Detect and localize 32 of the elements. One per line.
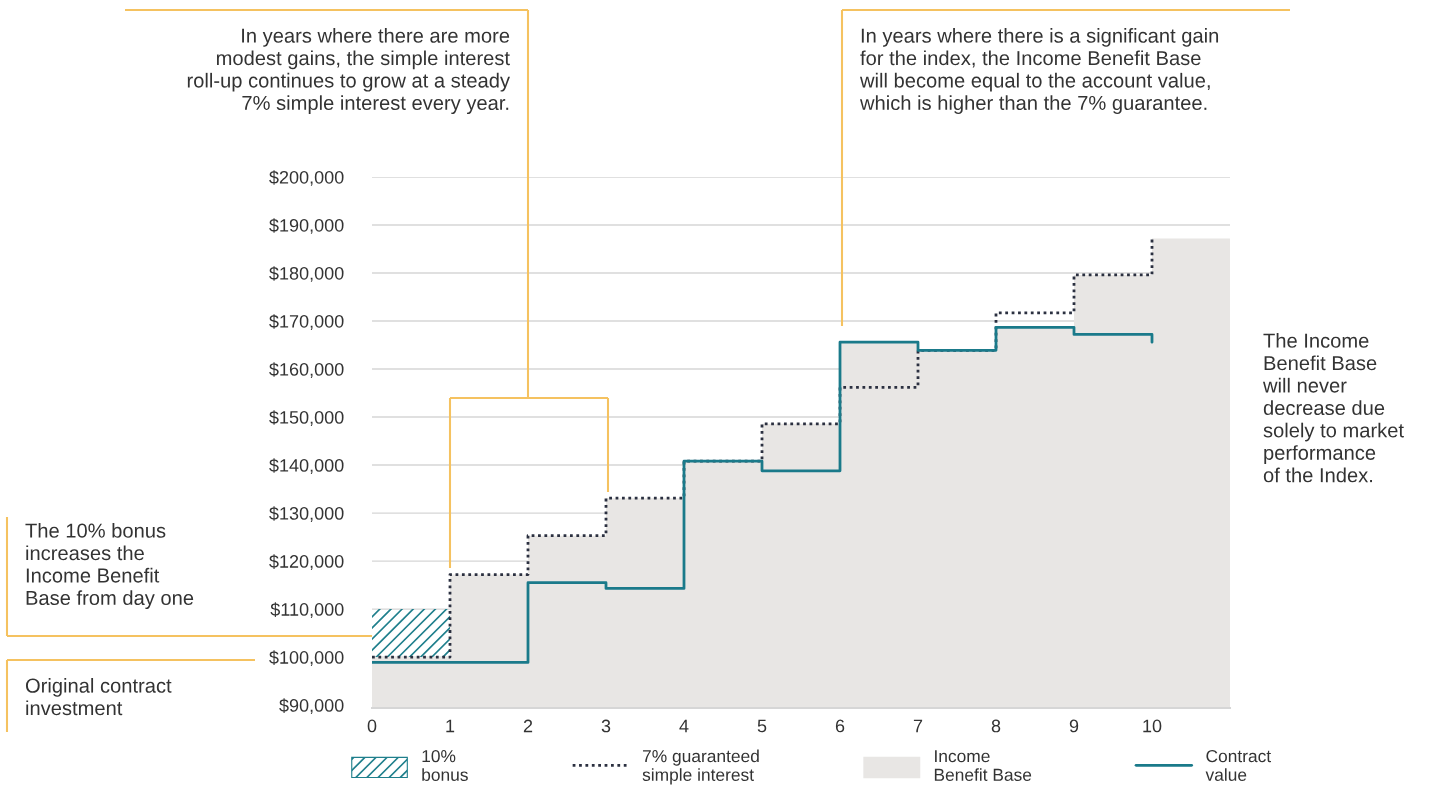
- x-tick-label: 9: [1069, 719, 1079, 733]
- text: The 10% bonus increases the Income Benefit Base from day one: [25, 523, 194, 610]
- x-tick-label: 10: [1143, 719, 1162, 733]
- x-tick-label: 3: [601, 719, 611, 733]
- y-tick-label: $200,000: [269, 170, 344, 186]
- legend-label: 10% bonus: [422, 749, 468, 781]
- x-tick-label: 6: [835, 719, 845, 733]
- x-tick-label: 5: [757, 719, 767, 733]
- y-tick-label: $190,000: [269, 218, 344, 234]
- y-tick-label: $120,000: [269, 554, 344, 570]
- y-tick-label: $90,000: [279, 698, 344, 714]
- x-tick-label: 2: [523, 719, 533, 733]
- y-tick-label: $160,000: [269, 362, 344, 378]
- y-tick-label: $150,000: [269, 410, 344, 426]
- x-tick-label: 0: [367, 719, 377, 733]
- text: In years where there are more modest gains, the simple interest roll-up continues to grow at a steady 7% simple interest every year.: [187, 28, 510, 115]
- text: In years where there is a significant gain for the index, the Income Benefit Base will become equal to the account value, which is higher than the 7% guarantee.: [859, 28, 1219, 115]
- legend-label: Income Benefit Base: [934, 750, 1032, 781]
- text: Original contract investment: [25, 678, 172, 716]
- x-tick-label: 4: [679, 719, 689, 733]
- y-tick-label: $110,000: [270, 602, 344, 618]
- legend-label: 7% guaranteed simple interest: [642, 749, 759, 785]
- x-tick-label: 1: [446, 719, 455, 733]
- legend-label: Contract value: [1205, 749, 1272, 781]
- y-tick-label: $140,000: [269, 458, 344, 474]
- y-tick-label: $170,000: [269, 314, 344, 330]
- x-tick-label: 7: [913, 719, 923, 733]
- x-tick-label: 8: [991, 719, 1001, 733]
- y-tick-label: $180,000: [269, 266, 344, 282]
- y-tick-label: $130,000: [269, 506, 344, 522]
- text: The Income Benefit Base will never decrease due solely to market performance of the Index.: [1262, 333, 1404, 483]
- y-tick-label: $100,000: [269, 650, 344, 666]
